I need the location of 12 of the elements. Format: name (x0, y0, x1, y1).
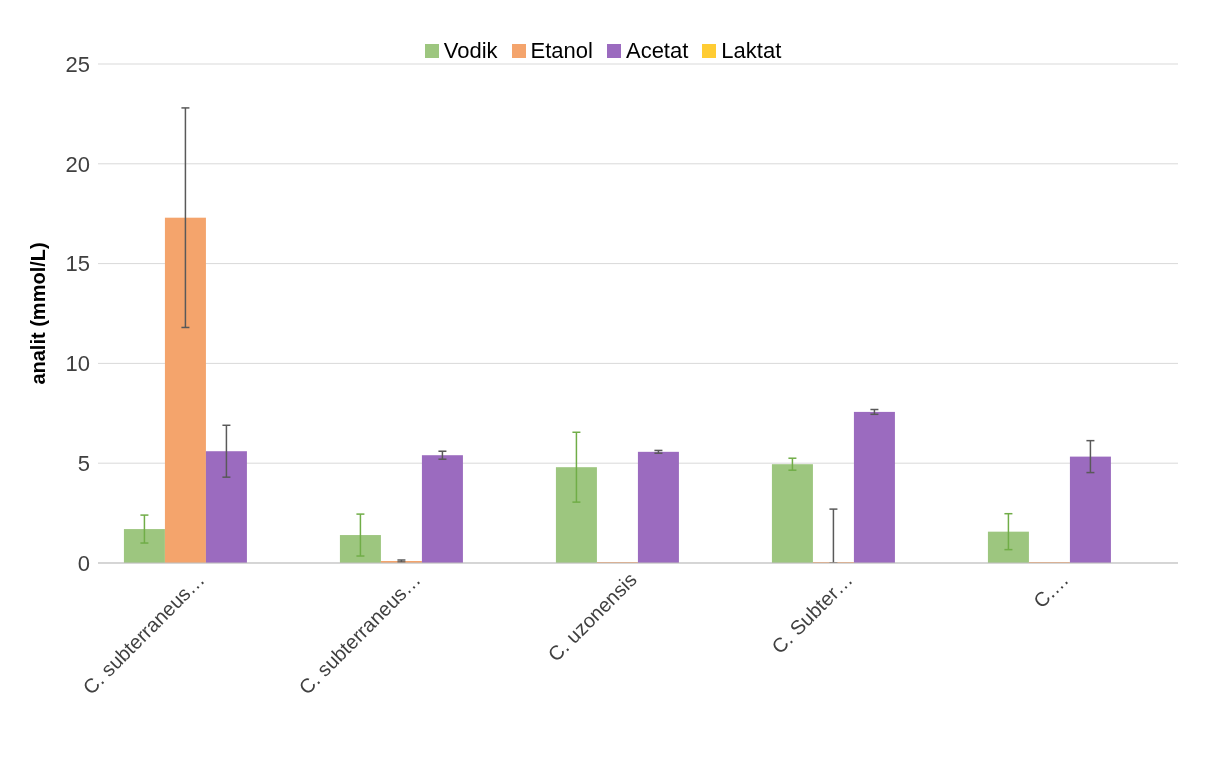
y-tick-label: 15 (65, 251, 90, 277)
legend-label: Etanol (530, 38, 593, 64)
legend-label: Acetat (625, 38, 689, 64)
x-tick-label: C.… (1028, 568, 1073, 613)
y-tick-label: 20 (65, 151, 90, 177)
y-tick-label: 0 (77, 550, 90, 576)
y-tick-label: 5 (77, 451, 90, 477)
legend-label: Vodik (443, 38, 498, 64)
legend-label: Laktat (721, 38, 782, 64)
y-tick-label: 10 (65, 351, 90, 377)
y-axis-title: analit (mmol/L) (27, 242, 50, 385)
y-tick-label: 25 (65, 51, 90, 77)
